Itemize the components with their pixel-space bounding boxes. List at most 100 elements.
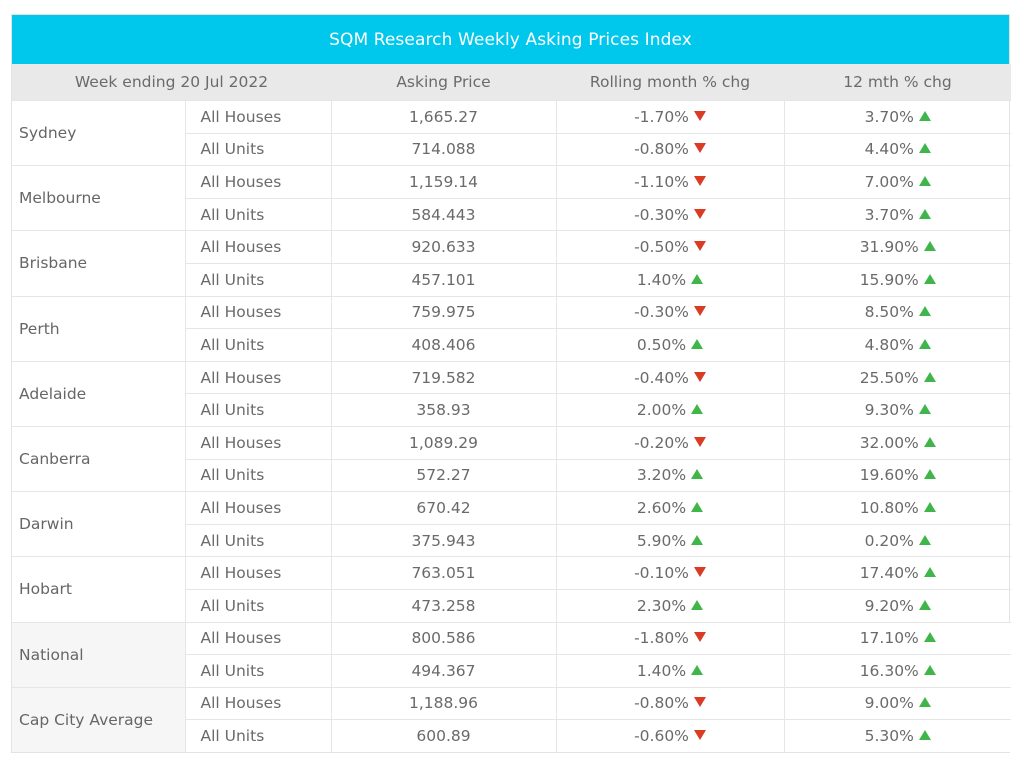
down-arrow-icon: [694, 632, 706, 642]
rolling-month-change-value: -0.50%: [634, 238, 689, 256]
up-arrow-icon: [919, 111, 931, 121]
region-name: Sydney: [12, 101, 185, 166]
rolling-month-change-value: -0.80%: [634, 140, 689, 158]
rolling-month-change-value: 2.00%: [637, 401, 686, 419]
header-asking-price: Asking Price: [331, 64, 556, 101]
table-row: Cap City Average All Houses 1,188.96 -0.80%…: [12, 687, 1011, 720]
twelve-month-change-value: 5.30%: [865, 727, 914, 745]
table-row: Adelaide All Houses 719.582 -0.40% 25.50%: [12, 361, 1011, 394]
index-table-panel: SQM Research Weekly Asking Prices Index …: [11, 14, 1010, 753]
up-arrow-icon: [919, 143, 931, 153]
property-type: All Units: [185, 524, 331, 557]
table-row: Canberra All Houses 1,089.29 -0.20% 32.00%: [12, 426, 1011, 459]
down-arrow-icon: [694, 241, 706, 251]
rolling-month-change-cell: 1.40%: [556, 263, 784, 296]
property-type: All Units: [185, 198, 331, 231]
down-arrow-icon: [694, 697, 706, 707]
twelve-month-change-value: 19.60%: [860, 466, 919, 484]
up-arrow-icon: [924, 632, 936, 642]
asking-prices-table: Week ending 20 Jul 2022 Asking Price Rol…: [12, 64, 1011, 752]
asking-price-value: 763.051: [331, 557, 556, 590]
property-type: All Houses: [185, 557, 331, 590]
twelve-month-change-cell: 5.30%: [784, 720, 1011, 753]
down-arrow-icon: [694, 111, 706, 121]
down-arrow-icon: [694, 176, 706, 186]
twelve-month-change-value: 17.10%: [860, 629, 919, 647]
twelve-month-change-cell: 9.20%: [784, 589, 1011, 622]
asking-price-value: 800.586: [331, 622, 556, 655]
down-arrow-icon: [694, 730, 706, 740]
rolling-month-change-cell: -0.40%: [556, 361, 784, 394]
rolling-month-change-cell: 2.30%: [556, 589, 784, 622]
up-arrow-icon: [919, 339, 931, 349]
table-row: Brisbane All Houses 920.633 -0.50% 31.90%: [12, 231, 1011, 264]
up-arrow-icon: [919, 404, 931, 414]
asking-price-value: 473.258: [331, 589, 556, 622]
twelve-month-change-cell: 25.50%: [784, 361, 1011, 394]
region-name: Hobart: [12, 557, 185, 622]
up-arrow-icon: [691, 339, 703, 349]
rolling-month-change-cell: -0.80%: [556, 133, 784, 166]
asking-price-value: 1,665.27: [331, 101, 556, 134]
rolling-month-change-cell: 3.20%: [556, 459, 784, 492]
asking-price-value: 494.367: [331, 655, 556, 688]
up-arrow-icon: [691, 600, 703, 610]
rolling-month-change-value: 2.60%: [637, 499, 686, 517]
table-row: Hobart All Houses 763.051 -0.10% 17.40%: [12, 557, 1011, 590]
asking-price-value: 600.89: [331, 720, 556, 753]
rolling-month-change-cell: 0.50%: [556, 329, 784, 362]
twelve-month-change-value: 16.30%: [860, 662, 919, 680]
twelve-month-change-cell: 16.30%: [784, 655, 1011, 688]
twelve-month-change-value: 7.00%: [865, 173, 914, 191]
down-arrow-icon: [694, 372, 706, 382]
up-arrow-icon: [924, 469, 936, 479]
table-title: SQM Research Weekly Asking Prices Index: [12, 15, 1009, 64]
header-week-ending: Week ending 20 Jul 2022: [12, 64, 331, 101]
rolling-month-change-cell: -0.10%: [556, 557, 784, 590]
rolling-month-change-value: 5.90%: [637, 532, 686, 550]
twelve-month-change-cell: 0.20%: [784, 524, 1011, 557]
property-type: All Houses: [185, 296, 331, 329]
property-type: All Houses: [185, 492, 331, 525]
table-body: Sydney All Houses 1,665.27 -1.70% 3.70% All U…: [12, 101, 1011, 753]
region-name: Perth: [12, 296, 185, 361]
table-row: National All Houses 800.586 -1.80% 17.10%: [12, 622, 1011, 655]
property-type: All Units: [185, 133, 331, 166]
twelve-month-change-value: 9.00%: [865, 694, 914, 712]
up-arrow-icon: [919, 697, 931, 707]
up-arrow-icon: [924, 665, 936, 675]
header-12-month: 12 mth % chg: [784, 64, 1011, 101]
rolling-month-change-cell: -0.80%: [556, 687, 784, 720]
property-type: All Units: [185, 263, 331, 296]
twelve-month-change-value: 32.00%: [860, 434, 919, 452]
twelve-month-change-value: 4.40%: [865, 140, 914, 158]
table-row: Perth All Houses 759.975 -0.30% 8.50%: [12, 296, 1011, 329]
property-type: All Houses: [185, 101, 331, 134]
property-type: All Units: [185, 329, 331, 362]
rolling-month-change-value: 2.30%: [637, 597, 686, 615]
rolling-month-change-cell: -0.20%: [556, 426, 784, 459]
twelve-month-change-cell: 17.10%: [784, 622, 1011, 655]
property-type: All Houses: [185, 361, 331, 394]
up-arrow-icon: [924, 437, 936, 447]
twelve-month-change-cell: 4.40%: [784, 133, 1011, 166]
up-arrow-icon: [924, 274, 936, 284]
rolling-month-change-value: -0.60%: [634, 727, 689, 745]
twelve-month-change-cell: 17.40%: [784, 557, 1011, 590]
property-type: All Houses: [185, 687, 331, 720]
twelve-month-change-cell: 4.80%: [784, 329, 1011, 362]
asking-price-value: 1,188.96: [331, 687, 556, 720]
asking-price-value: 714.088: [331, 133, 556, 166]
rolling-month-change-value: -0.30%: [634, 303, 689, 321]
up-arrow-icon: [919, 209, 931, 219]
twelve-month-change-value: 15.90%: [860, 271, 919, 289]
rolling-month-change-value: 0.50%: [637, 336, 686, 354]
rolling-month-change-cell: -0.30%: [556, 198, 784, 231]
down-arrow-icon: [694, 567, 706, 577]
twelve-month-change-value: 9.20%: [865, 597, 914, 615]
rolling-month-change-value: -0.80%: [634, 694, 689, 712]
asking-price-value: 584.443: [331, 198, 556, 231]
up-arrow-icon: [919, 306, 931, 316]
property-type: All Units: [185, 655, 331, 688]
rolling-month-change-value: -0.10%: [634, 564, 689, 582]
